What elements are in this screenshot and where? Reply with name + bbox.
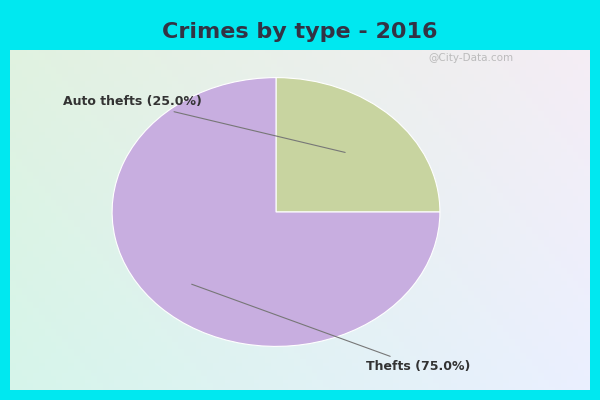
Text: Thefts (75.0%): Thefts (75.0%) bbox=[191, 284, 470, 373]
Wedge shape bbox=[112, 78, 440, 346]
Text: @City-Data.com: @City-Data.com bbox=[428, 54, 514, 64]
Wedge shape bbox=[276, 78, 440, 212]
Text: Auto thefts (25.0%): Auto thefts (25.0%) bbox=[63, 95, 345, 152]
Text: Crimes by type - 2016: Crimes by type - 2016 bbox=[162, 22, 438, 42]
